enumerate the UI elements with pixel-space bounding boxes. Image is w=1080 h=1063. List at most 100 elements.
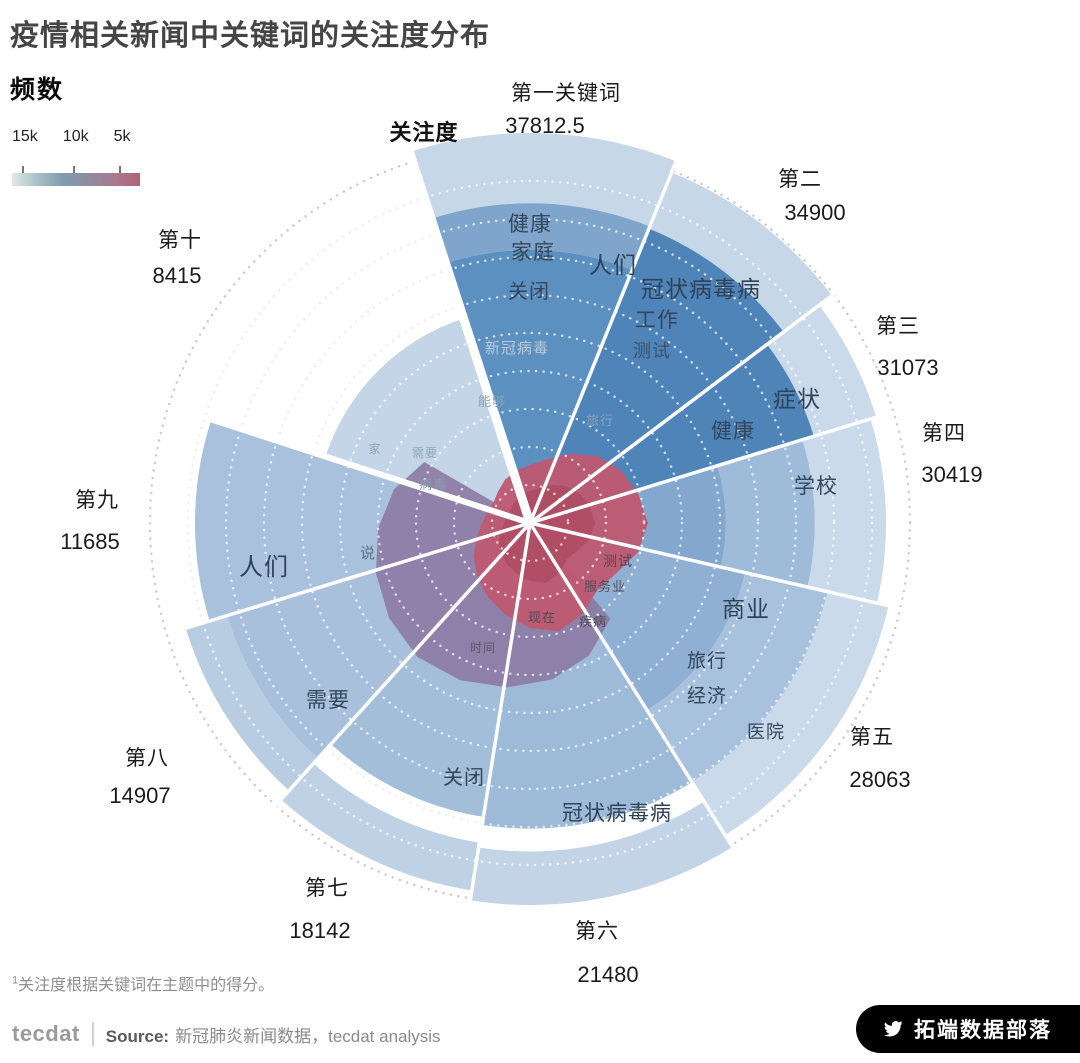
legend-title: 频数 — [10, 76, 65, 104]
sector-divider — [402, 141, 535, 525]
keyword-label: 测试 — [603, 553, 633, 569]
sector-divider — [529, 521, 899, 610]
topic-sector-8 — [185, 615, 319, 791]
keyword-label: 健康 — [508, 213, 552, 236]
page-title: 疫情相关新闻中关键词的关注度分布 — [10, 20, 491, 52]
sector-divider — [529, 412, 887, 525]
sector-divider — [528, 288, 841, 525]
keyword-label: 旅行 — [586, 413, 614, 428]
topic-sector-2 — [530, 228, 784, 523]
topic-value-3: 31073 — [877, 355, 938, 380]
grid-circle-white — [224, 217, 836, 829]
footnote-text: 关注度根据关键词在主题中的得分。 — [18, 977, 275, 994]
sector-divider — [200, 413, 531, 526]
keyword-label: 需要 — [306, 689, 350, 712]
topic-sector-5 — [691, 591, 889, 836]
topic-label-6: 第六 — [575, 920, 619, 943]
topic-sector-6 — [470, 801, 733, 905]
legend-gradient-bar — [12, 173, 140, 186]
keyword-label: 健康 — [711, 420, 755, 443]
grid-circle-gray — [148, 141, 912, 905]
topic-value-9: 11685 — [60, 529, 120, 554]
frequency-legend: 频数 15k 10k 5k — [10, 70, 140, 186]
topic-value-2: 34900 — [784, 200, 845, 225]
topic-label-3: 第三 — [876, 315, 920, 338]
topic-label-9: 第九 — [75, 489, 119, 512]
keyword-label: 经济 — [687, 685, 727, 707]
sector-divider — [466, 522, 532, 911]
grid-circle-white — [186, 179, 874, 867]
keyword-label: 家庭 — [511, 241, 555, 264]
keyword-label: 学校 — [794, 475, 838, 498]
keyword-label: 关闭 — [443, 766, 485, 789]
topic-value-10: 8415 — [153, 263, 202, 288]
keyword-label: 关闭 — [508, 280, 550, 303]
topic-value-5: 28063 — [849, 767, 910, 792]
topic-label-4: 第四 — [922, 422, 966, 445]
grid-circle-white — [452, 445, 608, 601]
keyword-label: 家 — [368, 441, 381, 456]
keyword-label: 人们 — [589, 252, 637, 278]
keyword-label: 症状 — [773, 386, 821, 412]
keyword-label: 需要 — [412, 446, 438, 460]
topic-value-1: 37812.5 — [505, 113, 585, 138]
keyword-label: 说 — [360, 545, 376, 562]
topic-sector-2 — [648, 172, 832, 332]
topic-sector-4 — [802, 418, 886, 604]
topic-sector-7 — [281, 763, 480, 891]
topic-value-7: 18142 — [289, 918, 350, 943]
legend-ticks: 15k 10k 5k — [12, 128, 131, 146]
legend-tick-10k: 10k — [62, 128, 89, 145]
legend-tick-15k: 15k — [12, 128, 38, 145]
topic-value-6: 21480 — [577, 962, 638, 987]
keyword-label: 新冠病毒 — [485, 340, 549, 357]
topic-sector-5 — [647, 572, 828, 783]
footer-divider — [91, 1022, 94, 1046]
badge-text: 拓端数据部落 — [914, 1019, 1052, 1042]
keyword-label: 旅行 — [687, 650, 727, 672]
brand-logo: tecdat — [12, 1021, 80, 1046]
source-text: 新冠肺炎新闻数据，tecdat analysis — [175, 1026, 441, 1046]
keyword-label: 疾病 — [579, 614, 607, 629]
footer: tecdat Source: 新冠肺炎新闻数据，tecdat analysis — [12, 1021, 441, 1047]
topic-label-8: 第八 — [125, 747, 169, 770]
sector-divider — [175, 521, 531, 633]
topic-value-4: 30419 — [921, 462, 982, 487]
topic-label-10: 第十 — [158, 229, 202, 252]
legend-tickmarks — [10, 166, 150, 173]
keyword-label: 冠状病毒病 — [641, 276, 761, 302]
footnote-sup: 1 — [12, 974, 19, 987]
keyword-label: 商业 — [722, 596, 770, 622]
keyword-label: 服务业 — [584, 579, 626, 594]
topic-label-2: 第二 — [778, 168, 822, 191]
topic-sector-1 — [431, 203, 650, 270]
topic-label-7: 第七 — [305, 877, 349, 900]
grid-circle-white — [300, 293, 760, 753]
topic-value-8: 14907 — [109, 783, 170, 808]
grid-circle-white — [376, 369, 684, 677]
keyword-label: 测试 — [633, 341, 671, 361]
source-line: Source: 新冠肺炎新闻数据，tecdat analysis — [106, 1022, 441, 1047]
topic-sector-9 — [195, 419, 530, 621]
topic-sector-3 — [767, 305, 877, 437]
keyword-label: 病毒 — [419, 477, 447, 492]
keyword-label: 工作 — [635, 309, 679, 332]
grid-circle-white — [490, 483, 570, 563]
bird-logo-icon — [883, 1021, 903, 1037]
grid-circle-white — [338, 331, 722, 715]
keyword-label: 人们 — [239, 554, 289, 581]
footnote: 1关注度根据关键词在主题中的得分。 — [12, 971, 274, 995]
keyword-label: 时间 — [470, 641, 496, 655]
sector-divider — [528, 153, 681, 524]
topic-label-1: 第一关键词 — [511, 82, 621, 105]
source-label: Source: — [105, 1026, 170, 1046]
brand-badge: 拓端数据部落 — [856, 1005, 1080, 1053]
keyword-label: 医院 — [747, 722, 785, 742]
keyword-label: 冠状病毒病 — [562, 802, 672, 825]
grid-circle-white — [414, 407, 646, 639]
legend-tick-5k: 5k — [113, 128, 131, 145]
topic-label-5: 第五 — [850, 726, 894, 749]
sector-divider — [273, 521, 532, 809]
